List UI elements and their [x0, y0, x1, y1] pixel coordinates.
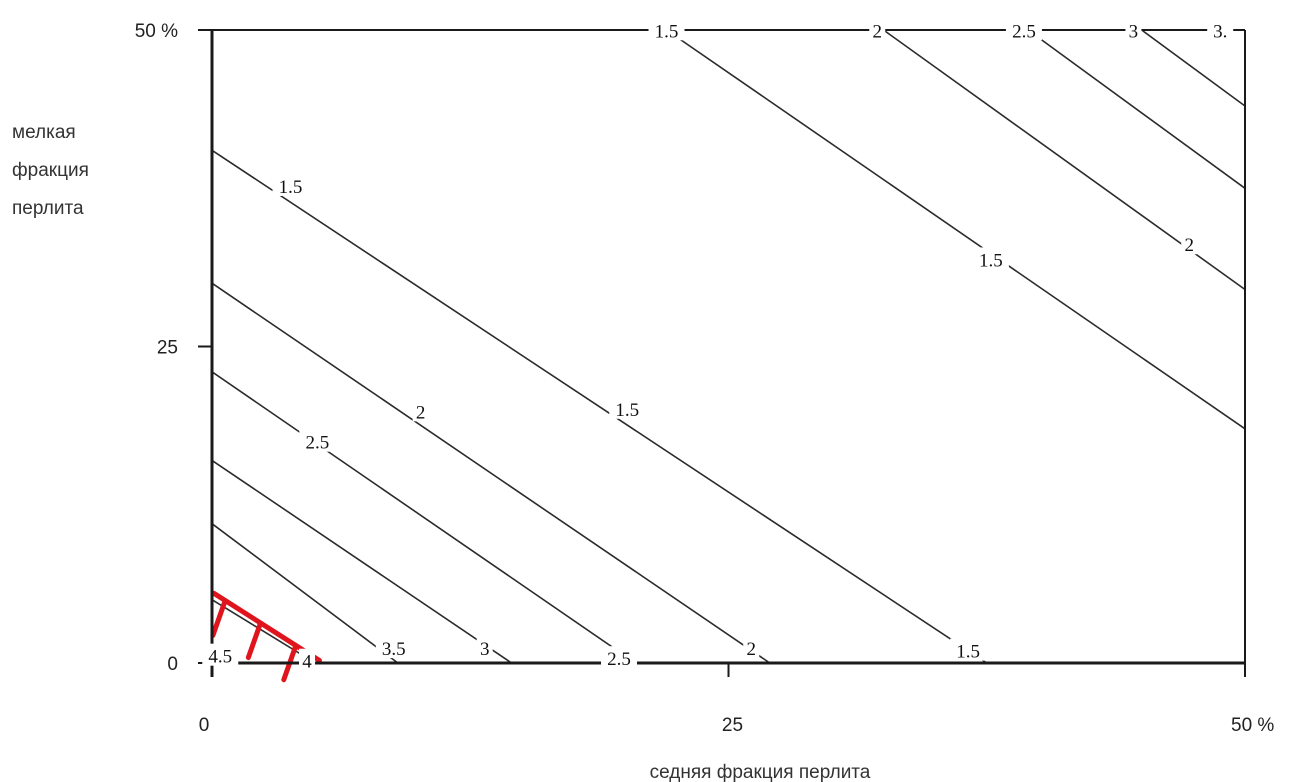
x-tick-label: 0 [199, 715, 210, 736]
contour-label-bg [299, 429, 336, 452]
contour-label: 3 [1129, 21, 1139, 42]
contour-line-2-5 [211, 282, 771, 664]
hatch-tick [245, 621, 263, 661]
contour-label: 3 [480, 639, 490, 660]
contour-line-3-3 [1141, 29, 1246, 107]
contour-label-bg [743, 636, 760, 659]
contour-label-bg [1005, 18, 1042, 41]
contour-line-2_5-6 [211, 371, 636, 664]
axis-ticks: 0 25 50 % 0 25 50 % [135, 21, 1275, 736]
contour-label: 1.5 [655, 21, 679, 42]
contour-label-bg [950, 638, 987, 661]
contour-label-bg [1181, 232, 1198, 255]
y-axis-title: мелкая фракция перлита [12, 122, 89, 219]
y-axis-title-line: перлита [12, 198, 84, 219]
hatch-tick [210, 598, 228, 638]
x-tick-label: 50 % [1231, 715, 1274, 736]
contour-label-bg [299, 648, 316, 671]
contour-label: 1.5 [979, 250, 1003, 271]
y-axis-title-line: мелкая [12, 122, 76, 143]
contour-label-bg [476, 636, 493, 659]
contour-label: 4.5 [208, 647, 232, 668]
contour-label: 3. [1213, 21, 1227, 42]
contour-label: 2.5 [305, 433, 329, 454]
y-axis-title-line: фракция [12, 160, 89, 181]
contour-label: 1.5 [279, 177, 303, 198]
contour-label: 2.5 [607, 649, 631, 670]
contour-line-4-9 [211, 599, 316, 664]
y-tick-label: 25 [157, 338, 178, 359]
contour-label-bg [1207, 18, 1234, 41]
contour-label: 2 [746, 639, 756, 660]
contour-label-bg [609, 396, 646, 419]
contour-label-bg [648, 18, 685, 41]
contour-label-bg [1125, 18, 1142, 41]
contour-label-bg [972, 247, 1009, 270]
contour-label: 2 [873, 21, 883, 42]
contour-label-bg [272, 173, 309, 196]
contour-label: 2 [416, 402, 426, 423]
contour-label: 2.5 [1012, 21, 1036, 42]
contour-line-2_5-2 [1027, 29, 1246, 189]
contour-label: 1.5 [615, 400, 639, 421]
contour-label-bg [375, 636, 412, 659]
contour-label: 4 [302, 652, 312, 673]
contour-lines [211, 29, 1246, 664]
x-tick-label: 25 [722, 715, 743, 736]
contour-line-3_5-8 [211, 523, 399, 664]
contour-label-bg [869, 18, 886, 41]
contour-label-bg [601, 646, 638, 669]
y-tick-label: 50 % [135, 21, 178, 42]
contour-label-bg [202, 643, 239, 666]
contour-line-1_5-0 [666, 29, 1246, 430]
contour-label: 1.5 [956, 642, 980, 663]
contour-line-1_5-4 [211, 149, 988, 664]
contour-label-bg [412, 399, 429, 422]
contour-label: 2 [1184, 235, 1194, 256]
contour-label: 3.5 [382, 639, 406, 660]
plot-frame [210, 29, 1246, 677]
contour-labels: 1.5 2 2.5 3 3. 1.5 1.5 2 2 1.5 2.5 3.5 3 2.5 2 1.5 4.5 4 [202, 18, 1234, 673]
contour-line-3-7 [211, 459, 513, 664]
y-tick-label: 0 [167, 654, 178, 675]
x-axis-title: седняя фракция перлита [650, 762, 871, 782]
